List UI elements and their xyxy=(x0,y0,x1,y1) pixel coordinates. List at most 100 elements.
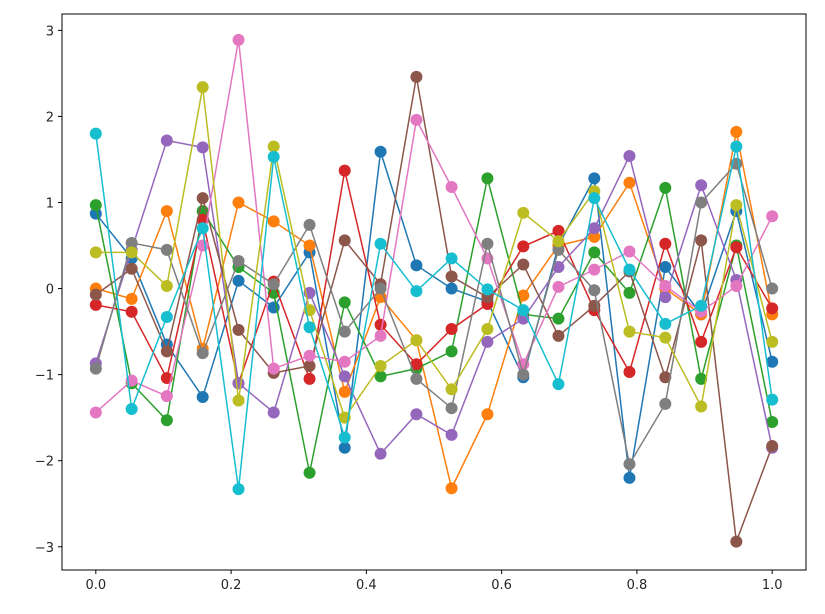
data-point xyxy=(196,347,209,360)
data-point xyxy=(517,240,530,253)
data-point xyxy=(623,366,636,379)
data-point xyxy=(659,181,672,194)
data-point xyxy=(730,125,743,138)
data-point xyxy=(445,270,458,283)
data-point xyxy=(125,403,138,416)
data-point xyxy=(267,362,280,375)
data-point xyxy=(445,252,458,265)
data-point xyxy=(481,172,494,185)
data-point xyxy=(338,234,351,247)
data-point xyxy=(160,414,173,427)
data-point xyxy=(267,150,280,163)
plot-background xyxy=(62,14,806,570)
data-point xyxy=(659,261,672,274)
data-point xyxy=(766,393,779,406)
data-point xyxy=(160,243,173,256)
data-point xyxy=(232,274,245,287)
data-point xyxy=(267,140,280,153)
data-point xyxy=(552,235,565,248)
data-point xyxy=(410,285,423,298)
data-point xyxy=(89,246,102,259)
data-point xyxy=(659,291,672,304)
data-point xyxy=(517,368,530,381)
data-point xyxy=(481,408,494,421)
data-point xyxy=(588,230,601,243)
data-point xyxy=(730,199,743,212)
data-point xyxy=(445,383,458,396)
data-point xyxy=(445,402,458,415)
x-tick-label: 0.4 xyxy=(356,578,377,593)
data-point xyxy=(481,283,494,296)
data-point xyxy=(588,192,601,205)
data-point xyxy=(267,278,280,291)
data-point xyxy=(338,431,351,444)
data-point xyxy=(445,180,458,193)
data-point xyxy=(196,391,209,404)
x-tick-label: 0.8 xyxy=(627,578,648,593)
data-point xyxy=(267,406,280,419)
data-point xyxy=(730,140,743,153)
series-line xyxy=(95,151,773,479)
data-point xyxy=(623,325,636,338)
data-point xyxy=(303,349,316,362)
data-point xyxy=(552,261,565,274)
data-point xyxy=(196,213,209,226)
data-point xyxy=(410,70,423,83)
data-point xyxy=(410,113,423,126)
data-point xyxy=(374,237,387,250)
data-point xyxy=(125,292,138,305)
y-tick-label: 1 xyxy=(46,196,54,211)
data-point xyxy=(552,224,565,237)
x-axis: 0.0 0.2 0.4 0.6 0.8 1.0 xyxy=(85,570,783,593)
data-point xyxy=(338,296,351,309)
data-point xyxy=(374,329,387,342)
series-line xyxy=(95,39,773,414)
data-point xyxy=(659,279,672,292)
data-point xyxy=(766,355,779,368)
data-point xyxy=(730,241,743,254)
data-point xyxy=(623,150,636,163)
data-point xyxy=(338,164,351,177)
y-tick-label: 3 xyxy=(46,24,54,39)
data-point xyxy=(125,262,138,275)
data-point xyxy=(445,282,458,295)
data-point xyxy=(232,196,245,209)
data-point xyxy=(160,345,173,358)
data-point xyxy=(766,440,779,453)
data-point xyxy=(89,127,102,140)
data-point xyxy=(196,222,209,235)
data-point xyxy=(588,172,601,185)
y-tick-label: −3 xyxy=(35,541,54,556)
data-point xyxy=(623,245,636,258)
data-point xyxy=(445,428,458,441)
data-point xyxy=(303,466,316,479)
data-point xyxy=(374,370,387,383)
series-line xyxy=(95,87,773,420)
x-tick-label: 0.0 xyxy=(85,578,106,593)
data-point xyxy=(659,317,672,330)
data-point xyxy=(160,134,173,147)
data-point xyxy=(196,192,209,205)
data-point xyxy=(766,335,779,348)
data-point xyxy=(695,234,708,247)
data-point xyxy=(481,335,494,348)
data-point xyxy=(338,441,351,454)
series-line xyxy=(95,133,773,490)
data-point xyxy=(374,282,387,295)
plot-frame xyxy=(61,13,807,571)
data-point xyxy=(517,206,530,219)
x-tick-label: 0.6 xyxy=(491,578,512,593)
data-point xyxy=(410,259,423,272)
data-point xyxy=(232,255,245,268)
data-point xyxy=(374,360,387,373)
data-point xyxy=(196,81,209,94)
data-point xyxy=(410,358,423,371)
y-tick-label: 2 xyxy=(46,110,54,125)
data-point xyxy=(410,408,423,421)
data-point xyxy=(445,482,458,495)
data-point xyxy=(588,222,601,235)
data-point xyxy=(232,323,245,336)
y-tick-label: −1 xyxy=(35,369,54,384)
series-line xyxy=(95,139,773,456)
